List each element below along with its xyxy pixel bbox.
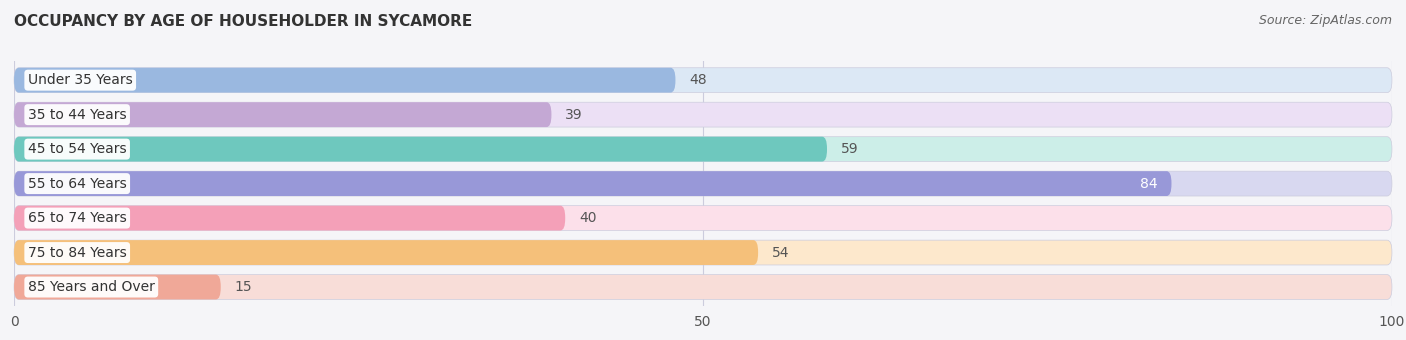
Text: 84: 84 — [1140, 176, 1157, 191]
FancyBboxPatch shape — [14, 68, 1392, 92]
Text: 65 to 74 Years: 65 to 74 Years — [28, 211, 127, 225]
Text: 54: 54 — [772, 245, 789, 259]
FancyBboxPatch shape — [14, 240, 758, 265]
Text: 75 to 84 Years: 75 to 84 Years — [28, 245, 127, 259]
FancyBboxPatch shape — [14, 102, 551, 127]
Text: 48: 48 — [689, 73, 707, 87]
Text: 55 to 64 Years: 55 to 64 Years — [28, 176, 127, 191]
FancyBboxPatch shape — [14, 275, 221, 300]
Text: 45 to 54 Years: 45 to 54 Years — [28, 142, 127, 156]
FancyBboxPatch shape — [14, 137, 1392, 162]
FancyBboxPatch shape — [14, 68, 675, 92]
FancyBboxPatch shape — [14, 171, 1171, 196]
FancyBboxPatch shape — [14, 206, 565, 231]
Text: 40: 40 — [579, 211, 596, 225]
FancyBboxPatch shape — [14, 275, 1392, 300]
FancyBboxPatch shape — [14, 137, 827, 162]
FancyBboxPatch shape — [14, 102, 1392, 127]
Text: 85 Years and Over: 85 Years and Over — [28, 280, 155, 294]
FancyBboxPatch shape — [14, 240, 1392, 265]
Text: Source: ZipAtlas.com: Source: ZipAtlas.com — [1258, 14, 1392, 27]
Text: 35 to 44 Years: 35 to 44 Years — [28, 108, 127, 122]
Text: 59: 59 — [841, 142, 859, 156]
FancyBboxPatch shape — [14, 206, 1392, 231]
FancyBboxPatch shape — [14, 171, 1392, 196]
Text: OCCUPANCY BY AGE OF HOUSEHOLDER IN SYCAMORE: OCCUPANCY BY AGE OF HOUSEHOLDER IN SYCAM… — [14, 14, 472, 29]
Text: Under 35 Years: Under 35 Years — [28, 73, 132, 87]
Text: 15: 15 — [235, 280, 252, 294]
Text: 39: 39 — [565, 108, 583, 122]
